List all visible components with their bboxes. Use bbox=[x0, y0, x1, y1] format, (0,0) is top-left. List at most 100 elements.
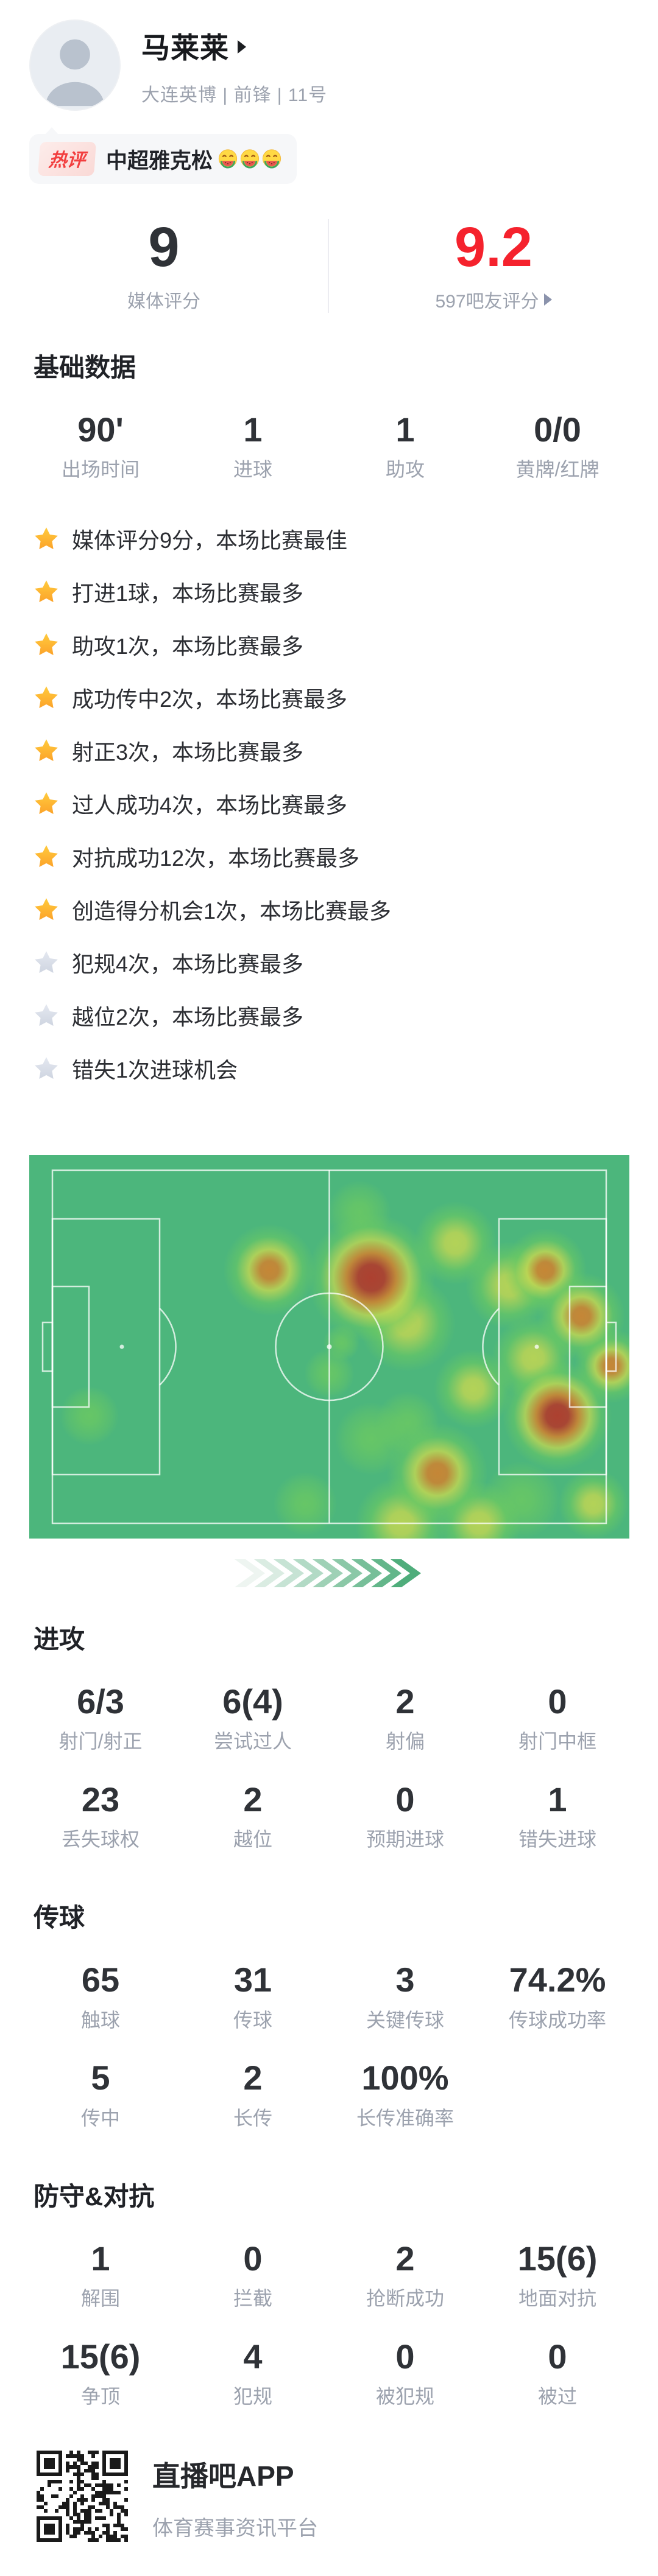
stat-value: 1 bbox=[91, 2239, 110, 2278]
section-title-basic: 基础数据 bbox=[34, 353, 136, 382]
section-title-0: 进攻 bbox=[34, 1624, 85, 1654]
achievement-item: 媒体评分9分，本场比赛最佳 bbox=[32, 524, 626, 553]
stat-cell: 0 射门中框 bbox=[481, 1682, 634, 1753]
achievement-item: 错失1次进球机会 bbox=[32, 1054, 626, 1083]
stat-cell: 4 犯规 bbox=[177, 2337, 329, 2409]
stat-label: 被犯规 bbox=[375, 2385, 434, 2408]
stat-label: 长传 bbox=[233, 2107, 272, 2129]
ratings-panel: 9 媒体评分 9.2 597吧友评分 bbox=[0, 219, 658, 313]
achievement-item: 犯规4次，本场比赛最多 bbox=[32, 948, 626, 977]
app-qr-code bbox=[37, 2451, 128, 2543]
chevron-arrow-icon bbox=[235, 1559, 265, 1587]
stat-value: 90' bbox=[77, 410, 124, 449]
gold-star-icon bbox=[32, 736, 61, 765]
stat-label: 错失进球 bbox=[518, 1828, 596, 1850]
stat-value: 15(6) bbox=[517, 2239, 598, 2278]
stat-label: 长传准确率 bbox=[356, 2107, 454, 2129]
chevron-arrow-icon bbox=[293, 1559, 324, 1587]
achievement-text: 犯规4次，本场比赛最多 bbox=[72, 951, 304, 977]
hot-comment-bubble[interactable]: 热评 中超雅克松 bbox=[29, 127, 297, 184]
pitch-lines bbox=[41, 1169, 617, 1525]
stat-value: 5 bbox=[91, 2058, 110, 2097]
stat-label: 丢失球权 bbox=[61, 1828, 140, 1850]
fans-rating-value: 9.2 bbox=[455, 216, 532, 278]
stat-value: 4 bbox=[243, 2337, 263, 2376]
gold-star-icon bbox=[32, 577, 61, 606]
achievement-item: 过人成功4次，本场比赛最多 bbox=[32, 789, 626, 818]
achievement-text: 媒体评分9分，本场比赛最佳 bbox=[72, 527, 348, 553]
fans-rating-link[interactable]: 597吧友评分 bbox=[329, 286, 658, 313]
stat-cell: 2 射偏 bbox=[329, 1682, 481, 1753]
stat-label: 助攻 bbox=[385, 458, 425, 481]
media-rating-label: 媒体评分 bbox=[127, 292, 200, 312]
stat-value: 3 bbox=[395, 1960, 415, 1999]
stat-cell: 1 助攻 bbox=[329, 410, 481, 482]
stat-value: 0 bbox=[243, 2239, 263, 2278]
stats-row: 65 触球 31 传球 3 关键传球 74.2% 传球成功率 bbox=[0, 1960, 658, 2032]
stat-label: 关键传球 bbox=[366, 2009, 444, 2031]
stat-cell: 1 错失进球 bbox=[481, 1780, 634, 1851]
stats-row: 23 丢失球权 2 越位 0 预期进球 1 错失进球 bbox=[0, 1780, 658, 1851]
stat-label: 传球 bbox=[233, 2009, 272, 2031]
gold-star-icon bbox=[32, 683, 61, 712]
player-avatar[interactable] bbox=[29, 19, 121, 111]
stat-value: 6/3 bbox=[77, 1682, 124, 1721]
stat-value: 6(4) bbox=[222, 1682, 283, 1721]
fans-rating-label: 597吧友评分 bbox=[435, 292, 539, 312]
stat-value: 0/0 bbox=[534, 410, 581, 449]
app-name: 直播吧APP bbox=[152, 2460, 294, 2493]
stat-value: 2 bbox=[243, 1780, 263, 1819]
chevron-arrow-icon bbox=[254, 1559, 285, 1587]
section-title-2: 防守&对抗 bbox=[34, 2181, 155, 2211]
player-name: 马莱莱 bbox=[141, 31, 229, 64]
stat-cell: 65 触球 bbox=[24, 1960, 177, 2032]
achievement-text: 创造得分机会1次，本场比赛最多 bbox=[72, 898, 392, 924]
stat-label: 出场时间 bbox=[61, 458, 140, 481]
stat-label: 抢断成功 bbox=[366, 2287, 444, 2310]
achievement-text: 对抗成功12次，本场比赛最多 bbox=[72, 845, 360, 871]
media-rating-value: 9 bbox=[148, 216, 180, 278]
chevron-arrow-icon bbox=[371, 1559, 402, 1587]
stat-value: 74.2% bbox=[509, 1960, 606, 1999]
achievement-list: 媒体评分9分，本场比赛最佳 打进1球，本场比赛最多 助攻1次，本场比赛最多 成功传中2… bbox=[0, 524, 658, 1083]
attack-direction-arrows bbox=[235, 1559, 423, 1587]
stat-label: 传中 bbox=[80, 2107, 120, 2129]
player-header: 马莱莱 大连英博 | 前锋 | 11号 bbox=[0, 0, 658, 111]
hot-comment-text: 中超雅克松 bbox=[106, 149, 213, 173]
gold-star-icon bbox=[32, 524, 61, 553]
achievement-item: 成功传中2次，本场比赛最多 bbox=[32, 683, 626, 712]
stat-label: 预期进球 bbox=[366, 1828, 444, 1850]
chevron-arrow-icon bbox=[391, 1559, 421, 1587]
stat-cell: 3 关键传球 bbox=[329, 1960, 481, 2032]
stat-cell: 74.2% 传球成功率 bbox=[481, 1960, 634, 2032]
stat-label: 射偏 bbox=[385, 1730, 425, 1753]
stat-label: 争顶 bbox=[80, 2385, 120, 2408]
app-description: 体育赛事资讯平台 bbox=[152, 2517, 318, 2541]
stat-sections: 进攻 6/3 射门/射正 6(4) 尝试过人 2 射偏 0 射门中框 23 丢失球权 2 越位 0 预期进球… bbox=[0, 1625, 658, 2409]
gray-star-icon bbox=[32, 1054, 61, 1083]
stat-value: 0 bbox=[548, 2337, 567, 2376]
stat-value: 23 bbox=[81, 1780, 120, 1819]
melon-face-emoji bbox=[262, 149, 281, 169]
stat-value: 1 bbox=[243, 410, 263, 449]
media-rating: 9 媒体评分 bbox=[0, 219, 329, 313]
gold-star-icon bbox=[32, 630, 61, 659]
gold-star-icon bbox=[32, 842, 61, 871]
gold-star-icon bbox=[32, 895, 61, 924]
achievement-item: 射正3次，本场比赛最多 bbox=[32, 736, 626, 765]
achievement-item: 越位2次，本场比赛最多 bbox=[32, 1001, 626, 1030]
stat-label: 被过 bbox=[537, 2385, 577, 2408]
stats-row: 15(6) 争顶 4 犯规 0 被犯规 0 被过 bbox=[0, 2337, 658, 2409]
stat-value: 1 bbox=[395, 410, 415, 449]
stat-value: 0 bbox=[395, 2337, 415, 2376]
stats-row: 1 解围 0 拦截 2 抢断成功 15(6) 地面对抗 bbox=[0, 2239, 658, 2311]
stat-cell: 100% 长传准确率 bbox=[329, 2058, 481, 2130]
stat-cell: 0 被过 bbox=[481, 2337, 634, 2409]
stat-cell: 15(6) 争顶 bbox=[24, 2337, 177, 2409]
stat-value: 2 bbox=[395, 1682, 415, 1721]
chevron-right-icon bbox=[543, 293, 552, 306]
stat-cell: 6/3 射门/射正 bbox=[24, 1682, 177, 1753]
achievement-text: 成功传中2次，本场比赛最多 bbox=[72, 686, 348, 712]
player-name-row[interactable]: 马莱莱 bbox=[141, 24, 327, 66]
stat-cell: 0 被犯规 bbox=[329, 2337, 481, 2409]
